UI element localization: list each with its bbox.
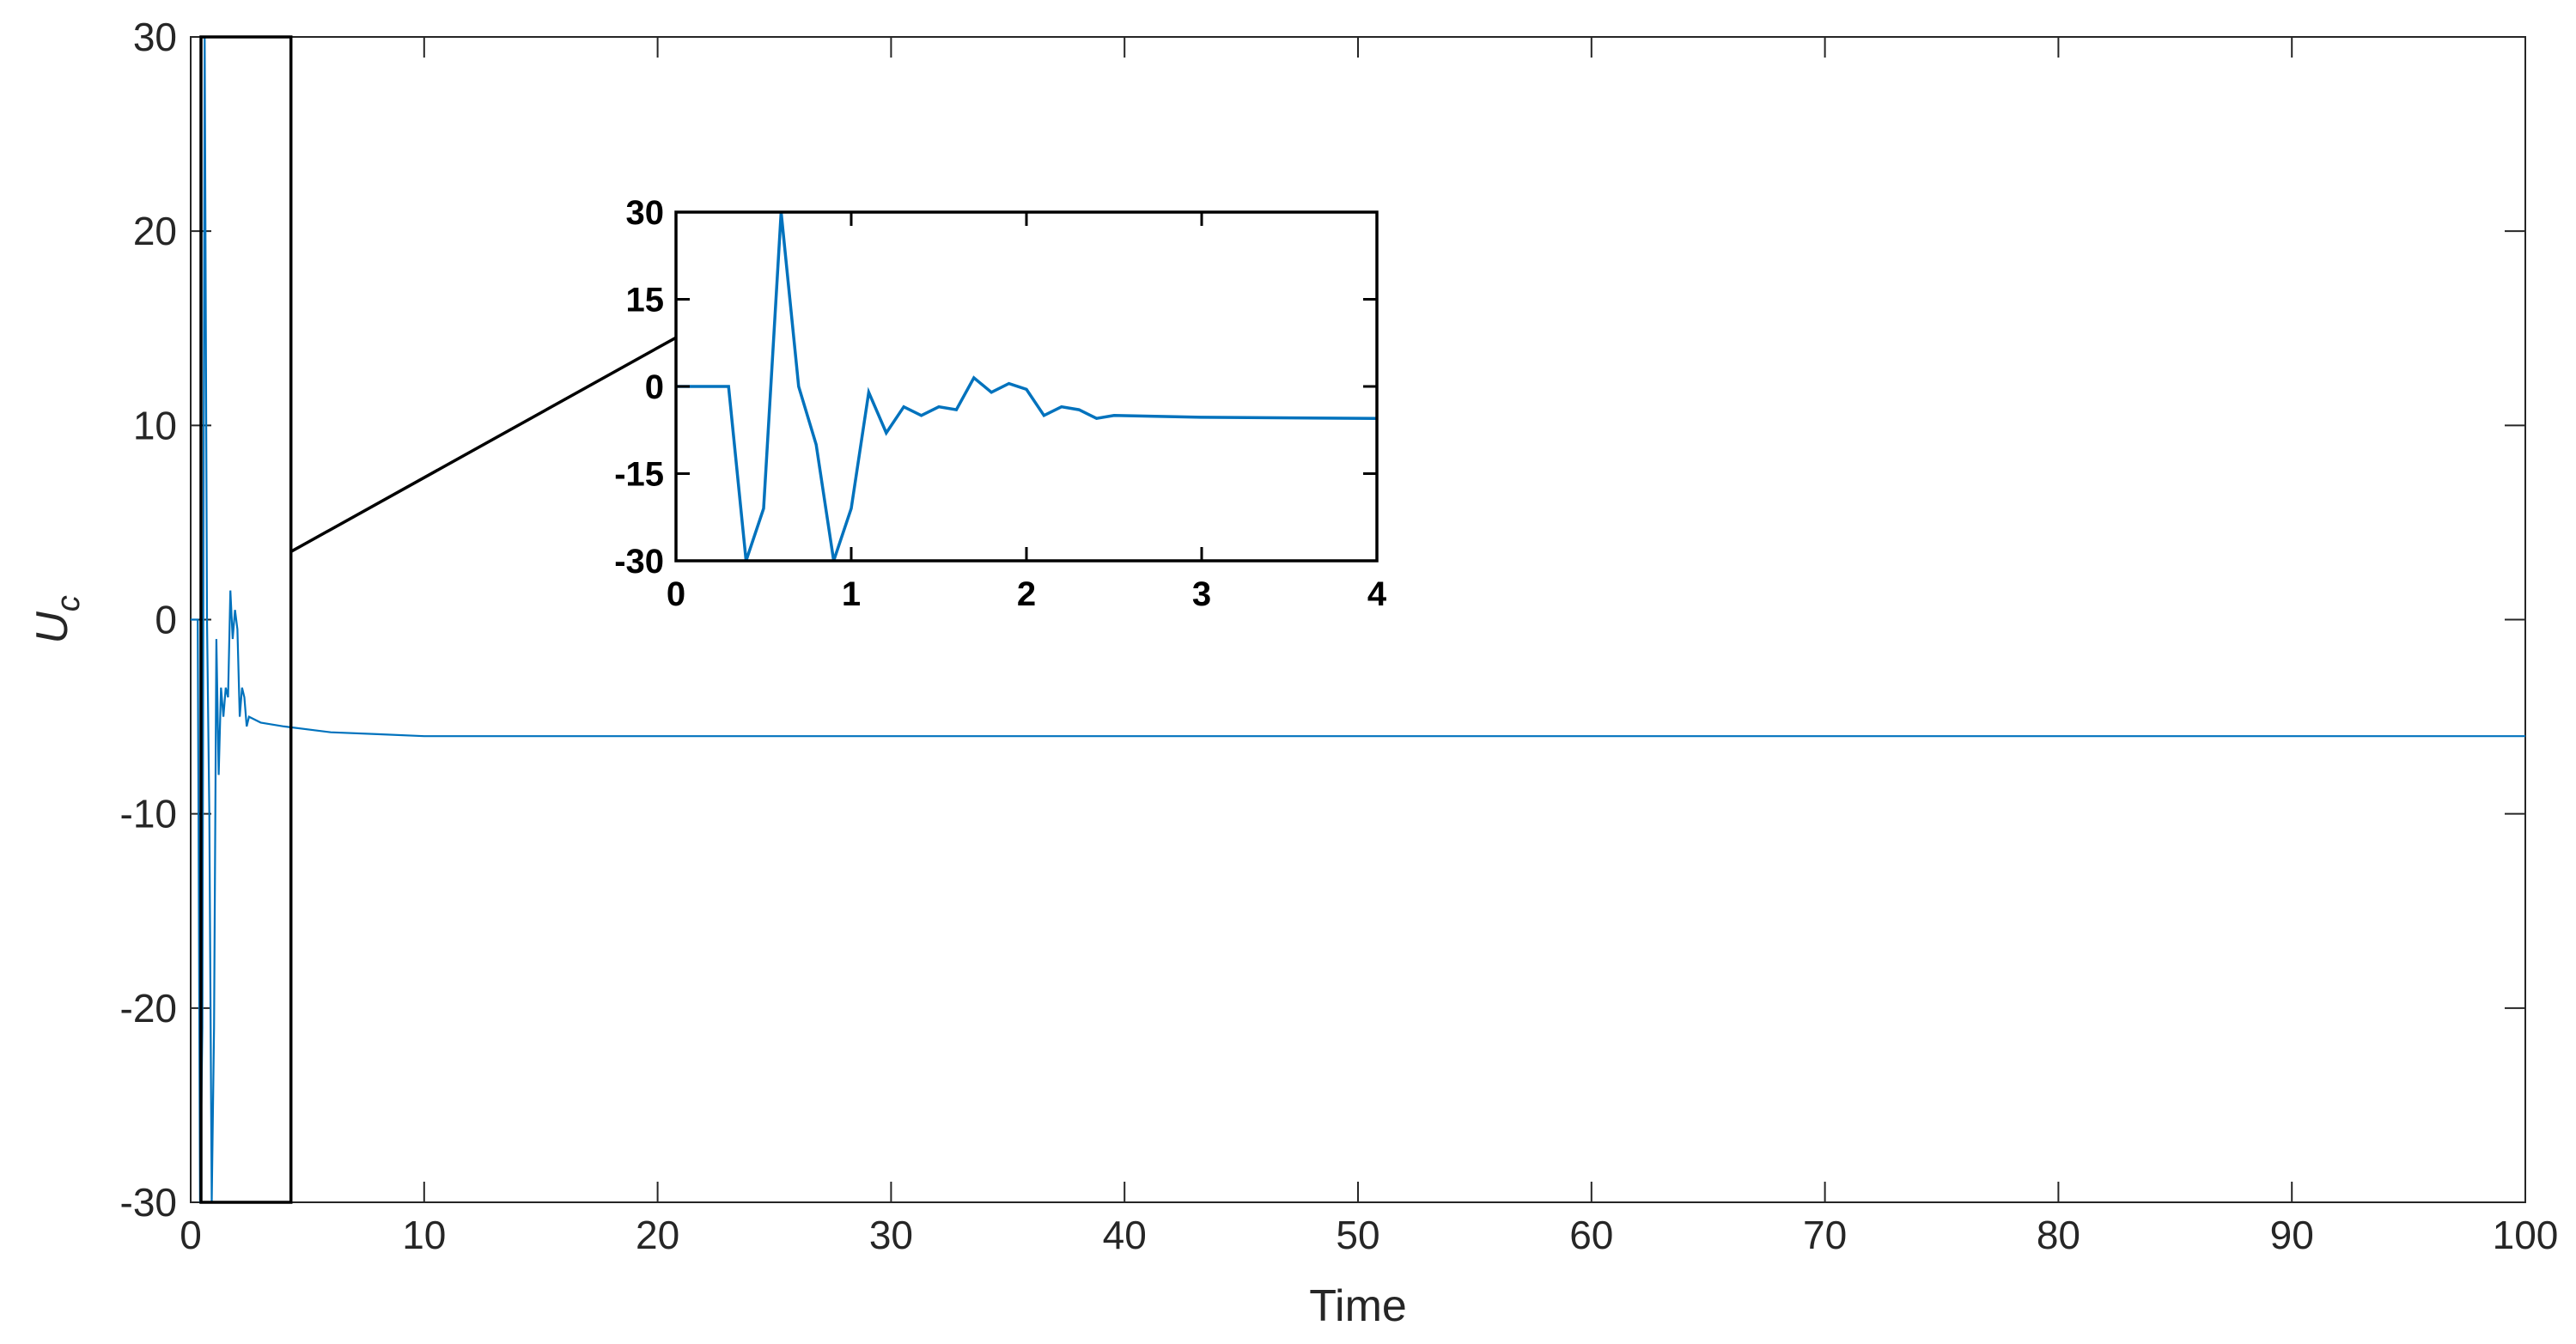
x-tick-label: 40	[1103, 1213, 1147, 1257]
zoom-box	[199, 35, 293, 1204]
x-tick-label: 60	[1569, 1213, 1613, 1257]
y-axis-label: Uc	[27, 595, 87, 644]
y-tick-label: -30	[120, 1180, 177, 1225]
inset-x-tick-label: 2	[1017, 575, 1036, 613]
inset-x-tick-label: 3	[1192, 575, 1211, 613]
y-tick-label: -20	[120, 986, 177, 1031]
inset-y-tick-label: 0	[645, 368, 664, 406]
inset-y-tick-label: -30	[614, 543, 664, 581]
x-tick-label: 100	[2493, 1213, 2559, 1257]
inset-x-tick-label: 0	[667, 575, 685, 613]
y-axis-label-main: U	[27, 611, 77, 644]
inset-y-tick-label: -15	[614, 456, 664, 494]
y-tick-label: 20	[133, 209, 177, 253]
y-tick-label: 0	[155, 598, 177, 642]
y-tick-label: 10	[133, 403, 177, 447]
x-tick-label: 90	[2270, 1213, 2314, 1257]
zoom-connector-line	[289, 336, 677, 553]
inset-background	[676, 212, 1377, 561]
inset-y-tick-label: 30	[626, 194, 665, 232]
x-tick-label: 80	[2037, 1213, 2080, 1257]
y-tick-label: -10	[120, 792, 177, 836]
main-series-line	[191, 36, 2525, 1203]
y-tick-label: 30	[133, 15, 177, 59]
x-tick-label: 0	[180, 1213, 202, 1257]
y-axis-label-subscript: c	[51, 595, 87, 611]
x-tick-label: 30	[869, 1213, 913, 1257]
inset-y-tick-label: 15	[626, 282, 665, 319]
inset-series-line	[676, 211, 1378, 562]
inset-plot: 0 1 2 3 4 -30 -15 0 15 30	[614, 194, 1387, 613]
x-tick-label: 70	[1803, 1213, 1847, 1257]
inset-x-tick-label: 4	[1367, 575, 1387, 613]
x-axis-label: Time	[1309, 1281, 1407, 1331]
x-tick-label: 10	[402, 1213, 446, 1257]
x-tick-label: 50	[1336, 1213, 1379, 1257]
inset-ticks: 0 1 2 3 4 -30 -15 0 15 30	[614, 194, 1387, 613]
x-tick-label: 20	[636, 1213, 679, 1257]
inset-x-tick-label: 1	[842, 575, 861, 613]
